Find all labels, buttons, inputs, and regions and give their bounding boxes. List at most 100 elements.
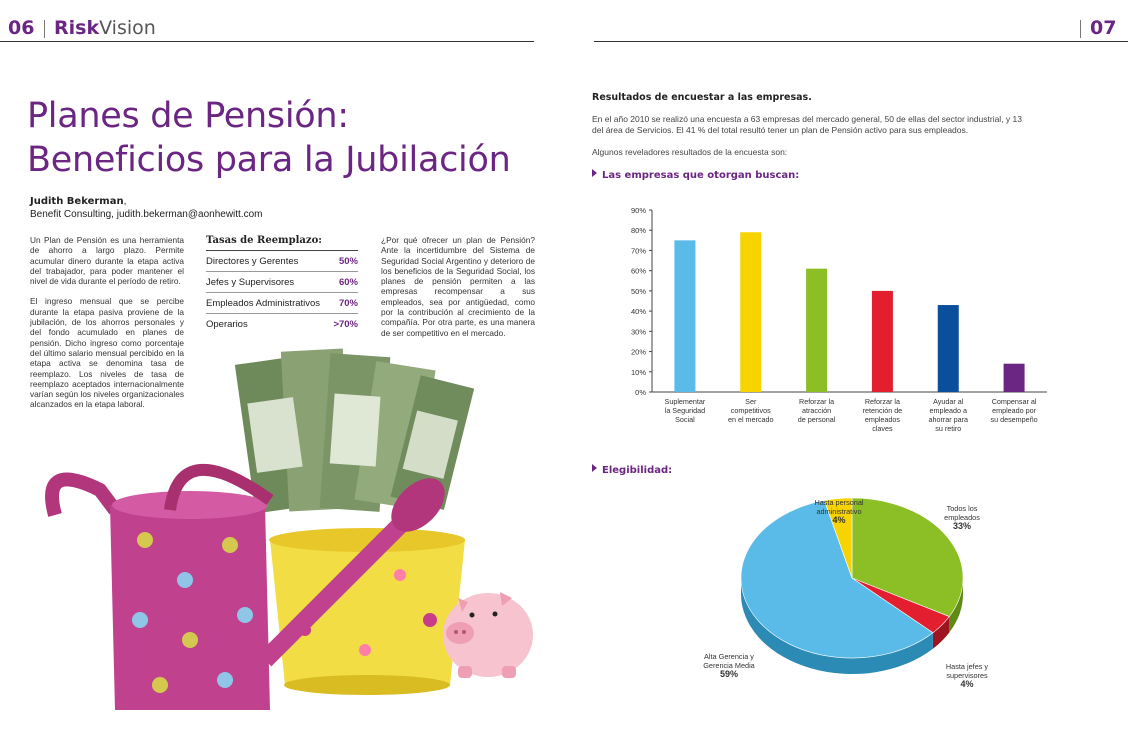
tasas-value: 70% xyxy=(338,297,358,309)
x-tick-label: retención de xyxy=(863,406,903,415)
x-tick-label: su desempeño xyxy=(991,415,1038,424)
x-tick-label: competitivos xyxy=(731,406,771,415)
illustration-watering-can-money-piggy xyxy=(45,348,533,710)
x-tick-label: empleado por xyxy=(992,406,1037,415)
left-page-number: 06 xyxy=(8,17,35,39)
article-title: Planes de Pensión: Beneficios para la Ju… xyxy=(27,94,537,182)
header-separator-right xyxy=(1080,20,1081,38)
bar-chart-heading: Las empresas que otorgan buscan: xyxy=(592,169,799,181)
pie-value-label: 59% xyxy=(720,669,738,679)
paragraph-1: Un Plan de Pensión es una herramienta de… xyxy=(30,235,184,287)
right-page-number: 07 xyxy=(1090,17,1117,39)
x-tick-label: empleado a xyxy=(929,406,967,415)
pie-category-label: Gerencia Media xyxy=(703,661,755,670)
pie-category-label: administrativo xyxy=(816,507,861,516)
author-affiliation: Benefit Consulting, judith.bekerman@aonh… xyxy=(30,209,263,220)
x-tick-label: atracción xyxy=(802,406,831,415)
tasas-value: 60% xyxy=(338,276,358,288)
pie-category-label: supervisores xyxy=(946,671,988,680)
x-tick-label: claves xyxy=(872,424,893,433)
x-tick-label: empleados xyxy=(865,415,901,424)
x-tick-label: ahorrar para xyxy=(928,415,968,424)
pie-value-label: 4% xyxy=(960,679,973,689)
pie-category-label: Hasta personal xyxy=(814,498,863,507)
x-tick-label: Reforzar la xyxy=(799,397,834,406)
x-tick-label: la Seguridad xyxy=(665,406,705,415)
pie-slice-side xyxy=(949,578,963,633)
pie-chart-heading: Elegibilidad: xyxy=(592,464,672,476)
bar xyxy=(806,268,828,392)
brand-logo: RiskVision xyxy=(54,17,156,39)
tasas-value: 50% xyxy=(338,255,358,267)
tasas-row: Jefes y Supervisores 60% xyxy=(206,272,358,293)
tasas-row: Empleados Administrativos 70% xyxy=(206,293,358,314)
piggy-bank-icon xyxy=(443,592,533,678)
x-tick-label: Reforzar la xyxy=(865,397,900,406)
paragraph-2: El ingreso mensual que se percibe durant… xyxy=(30,296,184,410)
watering-can xyxy=(45,463,445,710)
tasas-label: Empleados Administrativos xyxy=(206,297,321,309)
brand-rest: Vision xyxy=(99,17,156,39)
yellow-bucket xyxy=(269,528,465,695)
y-tick-label: 40% xyxy=(631,307,646,316)
pie-value-label: 4% xyxy=(832,515,845,525)
money-icon xyxy=(234,348,475,514)
y-tick-label: 30% xyxy=(631,327,646,336)
header-separator xyxy=(44,20,45,38)
brand-bold: Risk xyxy=(54,17,100,39)
bar-chart-heading-text: Las empresas que otorgan buscan: xyxy=(602,170,800,181)
bar xyxy=(674,240,696,392)
bar xyxy=(740,232,762,392)
pie-slice xyxy=(740,500,934,659)
y-tick-label: 10% xyxy=(631,368,646,377)
x-tick-label: Ayudar al xyxy=(933,397,964,406)
pie-slice-side xyxy=(932,616,950,649)
bar xyxy=(1003,363,1025,392)
tasas-label: Operarios xyxy=(206,319,248,330)
right-header-rule xyxy=(594,41,1128,42)
y-tick-label: 0% xyxy=(635,388,646,397)
arrow-right-icon xyxy=(592,464,597,472)
pie-chart-heading-text: Elegibilidad: xyxy=(602,465,673,476)
tasas-value: >70% xyxy=(333,319,358,330)
y-tick-label: 70% xyxy=(631,246,646,255)
y-tick-label: 50% xyxy=(631,287,646,296)
x-tick-label: Social xyxy=(675,415,695,424)
y-tick-label: 20% xyxy=(631,348,646,357)
left-header-rule xyxy=(0,41,534,42)
y-tick-label: 60% xyxy=(631,267,646,276)
x-tick-label: su retiro xyxy=(935,424,961,433)
results-intro: En el año 2010 se realizó una encuesta a… xyxy=(592,114,1022,135)
results-lead: Algunos reveladores resultados de la enc… xyxy=(592,147,788,157)
author-block: Judith Bekerman, Benefit Consulting, jud… xyxy=(30,195,430,221)
bar-chart: 0% 10% 20% 30% 40% 50% 60% 70% 80% 90% Suplementar… xyxy=(631,206,1047,433)
pie-category-label: Todos los xyxy=(947,504,978,513)
tasas-heading: Tasas de Reemplazo: xyxy=(206,235,358,251)
tasas-row: Operarios >70% xyxy=(206,314,358,335)
y-tick-label: 90% xyxy=(631,206,646,215)
pie-category-label: Alta Gerencia y xyxy=(704,652,754,661)
x-tick-label: en el mercado xyxy=(728,415,774,424)
title-line-2: Beneficios para la Jubilación xyxy=(27,140,511,180)
pie-slice xyxy=(823,497,853,579)
pie-category-label: Hasta jefes y xyxy=(946,662,989,671)
tasas-label: Jefes y Supervisores xyxy=(206,276,295,288)
article-column-1: Un Plan de Pensión es una herramienta de… xyxy=(30,235,184,420)
bar xyxy=(871,290,893,392)
arrow-right-icon xyxy=(592,169,597,177)
x-tick-label: Suplementar xyxy=(665,397,706,406)
author-name: Judith Bekerman xyxy=(30,196,124,207)
pie-slice-side xyxy=(741,578,933,674)
tasas-label: Directores y Gerentes xyxy=(206,255,299,267)
article-column-3: ¿Por qué ofrecer un plan de Pensión? Ant… xyxy=(381,235,535,348)
x-tick-label: Ser xyxy=(745,397,757,406)
x-tick-label: Compensar al xyxy=(992,397,1037,406)
paragraph-3: ¿Por qué ofrecer un plan de Pensión? Ant… xyxy=(381,235,535,338)
results-heading: Resultados de encuestar a las empresas. xyxy=(592,92,812,103)
tasas-row: Directores y Gerentes 50% xyxy=(206,251,358,272)
pie-value-label: 33% xyxy=(953,521,971,531)
bar xyxy=(937,305,959,392)
y-tick-label: 80% xyxy=(631,226,646,235)
x-tick-label: de personal xyxy=(798,415,836,424)
